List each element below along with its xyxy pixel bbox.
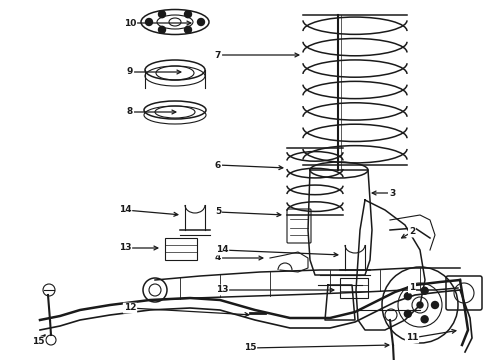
Text: 10: 10 bbox=[124, 18, 136, 27]
Text: 5: 5 bbox=[215, 207, 221, 216]
Circle shape bbox=[146, 18, 152, 26]
Circle shape bbox=[432, 302, 439, 309]
Circle shape bbox=[404, 293, 412, 300]
Text: 6: 6 bbox=[215, 161, 221, 170]
Text: 15: 15 bbox=[32, 338, 44, 346]
Text: 13: 13 bbox=[216, 285, 228, 294]
Text: 14: 14 bbox=[216, 246, 228, 255]
Circle shape bbox=[158, 26, 166, 33]
Circle shape bbox=[197, 18, 204, 26]
Text: 4: 4 bbox=[215, 253, 221, 262]
Text: 11: 11 bbox=[406, 333, 418, 342]
Text: 7: 7 bbox=[215, 50, 221, 59]
Text: 14: 14 bbox=[119, 206, 131, 215]
Circle shape bbox=[417, 302, 423, 308]
Circle shape bbox=[185, 11, 192, 18]
Text: 1: 1 bbox=[409, 284, 415, 292]
Text: 8: 8 bbox=[127, 108, 133, 117]
Text: 9: 9 bbox=[127, 68, 133, 77]
Circle shape bbox=[421, 287, 428, 294]
Circle shape bbox=[185, 26, 192, 33]
Text: 15: 15 bbox=[244, 343, 256, 352]
Text: 2: 2 bbox=[409, 228, 415, 237]
Text: 13: 13 bbox=[119, 243, 131, 252]
Circle shape bbox=[404, 310, 412, 317]
Text: 3: 3 bbox=[389, 189, 395, 198]
Text: 12: 12 bbox=[124, 303, 136, 312]
Circle shape bbox=[421, 316, 428, 323]
Circle shape bbox=[158, 11, 166, 18]
